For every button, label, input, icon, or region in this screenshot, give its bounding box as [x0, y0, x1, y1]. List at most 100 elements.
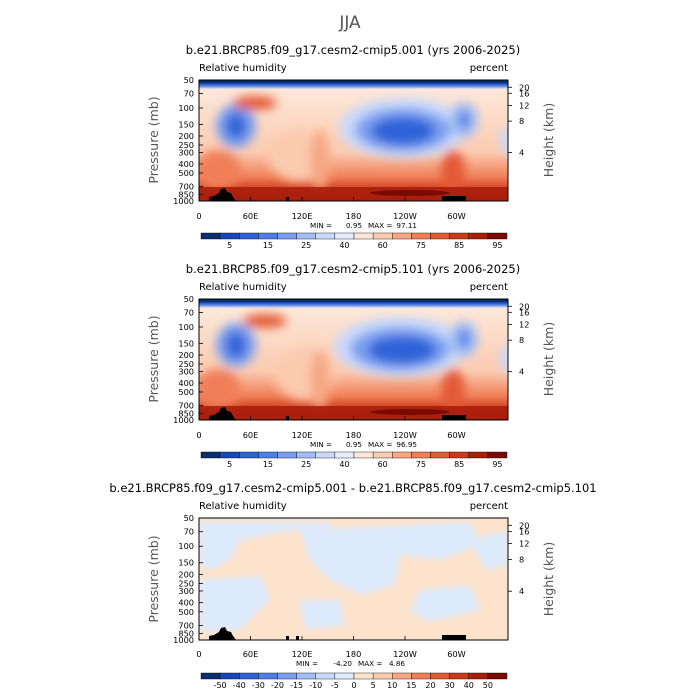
- colorbar-label: 15: [406, 681, 416, 690]
- height-tick-label: 8: [519, 116, 524, 126]
- y-tick-label: 500: [178, 168, 194, 178]
- colorbar-label: 95: [492, 241, 502, 250]
- colorbar-swatch: [277, 232, 297, 240]
- y-tick-label: 400: [178, 598, 194, 608]
- colorbar-label: 30: [445, 681, 455, 690]
- colorbar-swatch: [392, 672, 412, 680]
- colorbar-swatch: [468, 672, 489, 680]
- y-tick-label: 300: [178, 586, 194, 596]
- min-label: MIN =: [310, 221, 332, 230]
- height-tick-label: 16: [519, 526, 529, 536]
- colorbar-label: 40: [339, 460, 349, 469]
- y-tick-label: 300: [178, 366, 194, 376]
- y-tick-label: 400: [178, 159, 194, 169]
- colorbar-swatch: [430, 672, 450, 680]
- stats-line: MIN = 0.95 MAX = 96.95: [310, 440, 417, 449]
- x-tick-label: 60E: [243, 430, 259, 440]
- colorbar-swatch: [334, 451, 355, 459]
- colorbar-swatch: [296, 232, 316, 240]
- max-value: 96.95: [396, 440, 417, 449]
- colorbar-swatch: [411, 232, 431, 240]
- y-tick-label: 150: [178, 558, 194, 568]
- height-tick-label: 12: [519, 319, 529, 329]
- y-tick-label: 250: [178, 359, 194, 369]
- y-tick-label: 150: [178, 119, 194, 129]
- colorbar-swatch: [392, 232, 412, 240]
- min-value: -4.20: [333, 659, 352, 668]
- colorbar-swatch: [411, 451, 431, 459]
- colorbar-label: 85: [454, 460, 464, 469]
- colorbar-swatch: [372, 232, 393, 240]
- y-axis-label: Pressure (mb): [146, 96, 161, 183]
- y-tick-label: 850: [178, 189, 194, 199]
- colorbar-label: -5: [331, 681, 339, 690]
- longitude-ticks: 0 60E 120E 180 120W 60W: [196, 416, 466, 440]
- y2-axis-label: Height (km): [541, 542, 556, 616]
- colorbar-label: 75: [416, 460, 426, 469]
- colorbar-label: -30: [252, 681, 265, 690]
- min-value: 0.95: [346, 440, 362, 449]
- y-tick-label: 850: [178, 408, 194, 418]
- colorbar-swatch: [315, 672, 336, 680]
- longitude-ticks: 0 60E 120E 180 120W 60W: [196, 636, 466, 659]
- colorbar-label: 95: [492, 460, 502, 469]
- colorbar-label: 25: [301, 241, 311, 250]
- colorbar: 5 15 25 40 60 75 85 95: [200, 232, 508, 250]
- y-tick-label: 850: [178, 628, 194, 638]
- colorbar-swatch: [449, 451, 469, 459]
- colorbar-swatch: [430, 232, 450, 240]
- x-tick-label: 60W: [447, 430, 466, 440]
- height-tick-label: 20: [519, 301, 529, 311]
- colorbar-label: -10: [309, 681, 322, 690]
- colorbar-label: 5: [227, 460, 232, 469]
- height-tick-label: 20: [519, 520, 529, 530]
- max-label: MAX =: [368, 440, 392, 449]
- y-tick-label: 70: [184, 308, 194, 318]
- x-tick-label: 60W: [447, 211, 466, 221]
- max-value: 4.86: [389, 659, 405, 668]
- stats-line: MIN = -4.20 MAX = 4.86: [296, 659, 405, 668]
- y-tick-label: 1000: [173, 415, 194, 425]
- x-tick-label: 180: [346, 430, 362, 440]
- min-label: MIN =: [310, 440, 332, 449]
- colorbar-label: 10: [387, 681, 397, 690]
- x-tick-label: 120E: [292, 430, 313, 440]
- colorbar-swatch: [372, 672, 393, 680]
- y-tick-label: 100: [178, 541, 194, 551]
- y-tick-label: 700: [178, 620, 194, 630]
- colorbar: -50 -40 -30 -20 -15 -10 -5 0 5 10 15 20 30 40 50: [200, 672, 508, 690]
- x-tick-label: 120E: [292, 649, 313, 659]
- colorbar-swatch: [315, 232, 336, 240]
- y-tick-label: 400: [178, 378, 194, 388]
- max-value: 97.11: [396, 221, 417, 230]
- y-tick-label: 700: [178, 182, 194, 192]
- x-tick-label: 60E: [243, 211, 259, 221]
- colorbar-swatch: [392, 451, 412, 459]
- x-tick-label: 60E: [243, 649, 259, 659]
- y-tick-label: 500: [178, 387, 194, 397]
- colorbar-label: 5: [371, 681, 376, 690]
- colorbar-swatch: [277, 451, 297, 459]
- colorbar-swatch: [219, 672, 240, 680]
- x-tick-label: 180: [346, 649, 362, 659]
- height-tick-label: 8: [519, 335, 524, 345]
- panel-difference: b.e21.BRCP85.f09_g17.cesm2-cmip5.001 - b…: [109, 481, 596, 690]
- colorbar-label: 40: [339, 241, 349, 250]
- y-tick-label: 100: [178, 103, 194, 113]
- x-tick-label: 120W: [393, 649, 417, 659]
- height-tick-label: 20: [519, 82, 529, 92]
- panel-title: b.e21.BRCP85.f09_g17.cesm2-cmip5.101 (yr…: [186, 262, 520, 276]
- height-tick-label: 4: [519, 148, 524, 158]
- colorbar-label: -15: [290, 681, 303, 690]
- colorbar-swatch: [258, 451, 278, 459]
- colorbar-label: 0: [351, 681, 356, 690]
- colorbar-swatch: [258, 672, 278, 680]
- colorbar-label: 20: [425, 681, 435, 690]
- colorbar-swatch: [334, 672, 355, 680]
- variable-label: Relative humidity: [199, 63, 287, 74]
- max-label: MAX =: [358, 659, 382, 668]
- y-tick-label: 200: [178, 350, 194, 360]
